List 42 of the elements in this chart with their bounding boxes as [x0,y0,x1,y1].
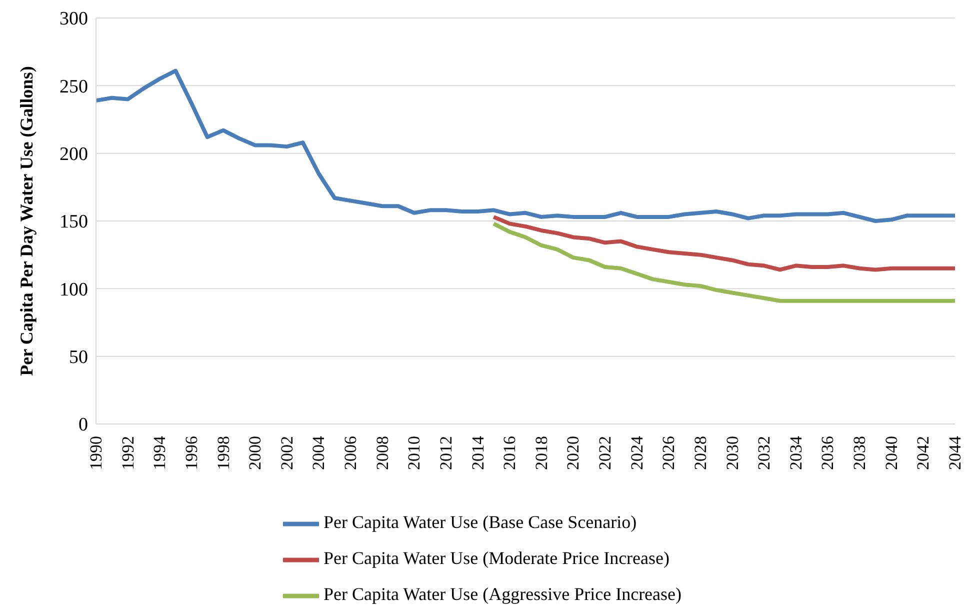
x-tick-label: 1992 [118,436,138,470]
x-tick-label: 2004 [309,436,328,470]
legend-label: Per Capita Water Use (Aggressive Price Increase) [323,584,682,604]
x-tick-label: 2014 [468,436,488,470]
x-tick-label: 2028 [690,436,710,470]
y-tick-label: 200 [60,144,88,166]
x-tick-label: 2026 [659,436,678,470]
y-tick-label: 300 [60,8,88,30]
x-tick-label: 2032 [754,436,774,470]
x-tick-label: 2040 [882,436,901,470]
y-tick-label: 50 [69,347,88,368]
x-tick-label: 2016 [500,436,520,470]
x-tick-label: 2036 [818,436,838,470]
line-series [94,68,957,223]
x-tick-label: 1994 [150,436,170,470]
x-tick-label: 2010 [404,436,424,470]
y-tick-label: 250 [60,76,88,98]
x-tick-label: 1998 [214,436,233,470]
x-tick-label: 2018 [532,436,551,470]
x-tick-label: 2008 [372,436,392,470]
x-tick-label: 1990 [86,436,106,470]
y-tick-label: 150 [60,212,88,233]
x-tick-label: 2044 [946,436,964,470]
x-tick-label: 2030 [722,436,742,470]
line-series [492,222,957,303]
line-series [492,214,957,272]
x-tick-label: 2012 [436,436,456,470]
x-tick-label: 2024 [627,436,646,470]
legend-label: Per Capita Water Use (Base Case Scenario) [323,512,637,532]
legend-label: Per Capita Water Use (Moderate Price Increase) [323,548,670,568]
x-tick-label: 2042 [914,436,933,470]
x-tick-label: 2034 [786,436,806,470]
x-tick-label: 2002 [277,436,296,470]
x-tick-label: 2000 [246,436,265,470]
x-tick-label: 2022 [596,436,615,470]
x-tick-label: 1996 [182,436,201,470]
y-tick-label: 0 [78,414,88,436]
x-tick-label: 2038 [850,436,870,470]
x-tick-label: 2020 [564,436,583,470]
x-tick-label: 2006 [341,436,360,470]
y-tick-label: 100 [60,279,88,300]
y-axis-title: Per Capita Per Day Water Use (Gallons) [16,66,36,376]
